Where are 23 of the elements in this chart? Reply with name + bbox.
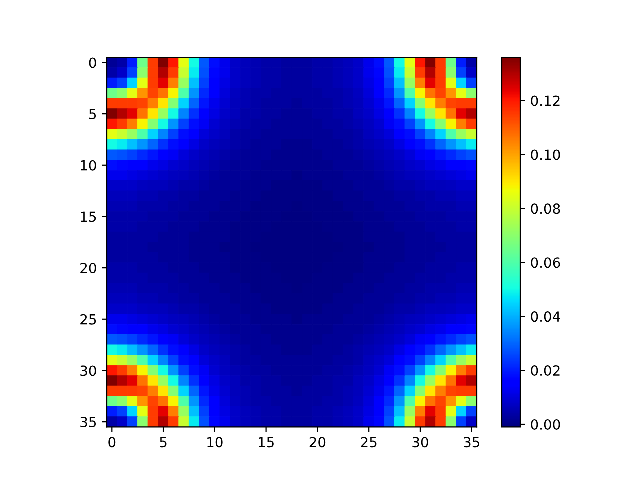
x-tick-label: 10 — [208, 437, 223, 448]
color-bar-label: 0.06 — [531, 258, 560, 268]
y-tick-label: 5 — [90, 109, 96, 120]
y-tick-label: 30 — [80, 366, 96, 376]
x-tick-label: 5 — [160, 437, 167, 448]
x-tick-label: 35 — [464, 437, 480, 448]
color-bar-label: 0.12 — [531, 96, 560, 106]
color-bar-label: 0.08 — [531, 204, 560, 214]
x-tick-label: 20 — [310, 437, 326, 448]
y-tick-label: 10 — [81, 160, 96, 171]
x-tick-label: 15 — [258, 437, 274, 448]
y-tick-label: 20 — [80, 263, 96, 274]
x-tick-label: 0 — [108, 437, 116, 448]
color-bar-label: 0.10 — [531, 150, 560, 160]
color-bar-label: 0.02 — [531, 366, 560, 376]
color-bar-label: 0.00 — [531, 419, 560, 430]
y-tick-label: 15 — [81, 212, 96, 222]
y-tick-label: 25 — [80, 314, 96, 325]
y-tick-label: 35 — [80, 417, 96, 428]
x-tick-label: 25 — [361, 437, 377, 448]
x-tick-label: 30 — [412, 437, 428, 448]
y-tick-label: 0 — [89, 58, 96, 68]
color-bar-label: 0.04 — [531, 312, 560, 322]
